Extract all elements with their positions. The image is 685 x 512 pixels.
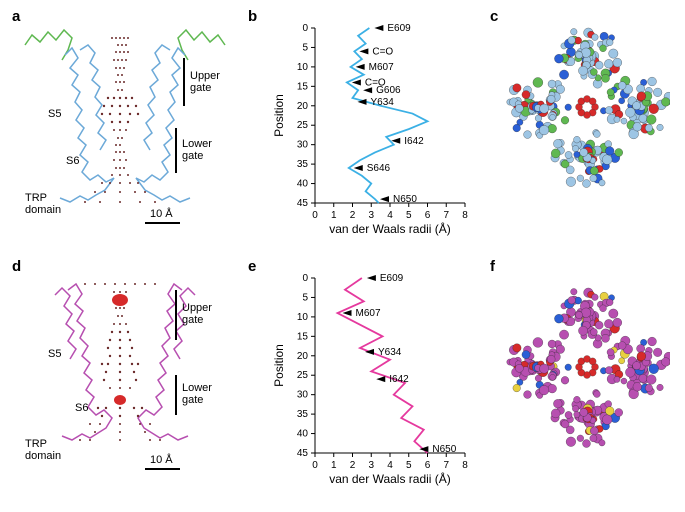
svg-text:6: 6 xyxy=(425,460,431,471)
svg-text:15: 15 xyxy=(297,331,309,342)
trp-label-d: TRP domain xyxy=(25,438,61,462)
svg-text:4: 4 xyxy=(387,210,393,221)
svg-text:10: 10 xyxy=(297,62,309,73)
upper-gate-bar-a xyxy=(183,58,185,106)
panel-f-spheres xyxy=(505,285,670,450)
scale-text-a: 10 Å xyxy=(150,208,173,220)
svg-text:20: 20 xyxy=(297,351,309,362)
panel-e-label: e xyxy=(248,258,256,275)
svg-text:van der Waals radii (Å): van der Waals radii (Å) xyxy=(329,471,451,486)
svg-text:40: 40 xyxy=(297,429,309,440)
svg-text:8: 8 xyxy=(462,460,468,471)
svg-text:6: 6 xyxy=(425,210,431,221)
svg-text:Y634: Y634 xyxy=(371,97,395,108)
svg-text:S646: S646 xyxy=(367,163,391,174)
svg-text:7: 7 xyxy=(443,460,449,471)
svg-text:E609: E609 xyxy=(387,23,411,34)
spheres-c-svg xyxy=(505,25,670,190)
lower-gate-label-a: Lower gate xyxy=(182,138,212,162)
svg-text:35: 35 xyxy=(297,159,309,170)
svg-text:G606: G606 xyxy=(376,85,401,96)
svg-text:30: 30 xyxy=(297,140,309,151)
scale-bar-a xyxy=(145,222,180,224)
svg-text:0: 0 xyxy=(302,23,308,34)
svg-text:Position: Position xyxy=(272,94,286,137)
svg-text:C=O: C=O xyxy=(372,46,393,57)
svg-text:3: 3 xyxy=(368,460,374,471)
svg-text:0: 0 xyxy=(312,460,318,471)
svg-text:5: 5 xyxy=(302,42,308,53)
chart-e: 012345678051015202530354045van der Waals… xyxy=(265,268,475,493)
svg-text:2: 2 xyxy=(350,460,356,471)
svg-text:1: 1 xyxy=(331,460,337,471)
trp-label-a: TRP domain xyxy=(25,192,61,216)
svg-text:5: 5 xyxy=(302,292,308,303)
svg-text:M607: M607 xyxy=(369,62,394,73)
svg-text:25: 25 xyxy=(297,370,309,381)
svg-text:5: 5 xyxy=(406,460,412,471)
svg-text:40: 40 xyxy=(297,179,309,190)
s5-label-a: S5 xyxy=(48,108,61,120)
svg-text:0: 0 xyxy=(312,210,318,221)
svg-text:0: 0 xyxy=(302,273,308,284)
lower-gate-bar-d xyxy=(175,375,177,415)
svg-text:1: 1 xyxy=(331,210,337,221)
svg-text:8: 8 xyxy=(462,210,468,221)
s5-label-d: S5 xyxy=(48,348,61,360)
panel-c-label: c xyxy=(490,8,498,25)
svg-text:15: 15 xyxy=(297,81,309,92)
svg-text:M607: M607 xyxy=(356,308,381,319)
svg-text:30: 30 xyxy=(297,390,309,401)
svg-text:20: 20 xyxy=(297,101,309,112)
panel-a-structure: S5 S6 TRP domain Upper gate Lower gate 1… xyxy=(20,20,230,240)
scale-bar-d xyxy=(145,468,180,470)
panel-c-spheres xyxy=(505,25,670,190)
svg-text:25: 25 xyxy=(297,120,309,131)
scale-text-d: 10 Å xyxy=(150,454,173,466)
svg-text:35: 35 xyxy=(297,409,309,420)
panel-b-label: b xyxy=(248,8,257,25)
svg-text:van der Waals radii (Å): van der Waals radii (Å) xyxy=(329,221,451,236)
s6-label-a: S6 xyxy=(66,155,79,167)
svg-text:45: 45 xyxy=(297,198,309,209)
svg-text:Y634: Y634 xyxy=(378,347,402,358)
svg-text:45: 45 xyxy=(297,448,309,459)
upper-gate-label-a: Upper gate xyxy=(190,70,220,94)
svg-text:2: 2 xyxy=(350,210,356,221)
svg-text:7: 7 xyxy=(443,210,449,221)
svg-text:E609: E609 xyxy=(380,273,404,284)
lower-gate-label-d: Lower gate xyxy=(182,382,212,406)
svg-text:10: 10 xyxy=(297,312,309,323)
svg-text:Position: Position xyxy=(272,344,286,387)
svg-text:N650: N650 xyxy=(393,194,417,205)
svg-text:3: 3 xyxy=(368,210,374,221)
chart-b: 012345678051015202530354045van der Waals… xyxy=(265,18,475,243)
panel-d-structure: S5 S6 TRP domain Upper gate Lower gate 1… xyxy=(20,270,230,490)
upper-gate-bar-d xyxy=(175,290,177,340)
svg-text:5: 5 xyxy=(406,210,412,221)
lower-gate-bar-a xyxy=(175,128,177,173)
svg-text:I642: I642 xyxy=(389,374,409,385)
svg-text:N650: N650 xyxy=(432,444,456,455)
spheres-f-svg xyxy=(505,285,670,450)
s6-label-d: S6 xyxy=(75,402,88,414)
upper-gate-label-d: Upper gate xyxy=(182,302,212,326)
panel-f-label: f xyxy=(490,258,495,275)
svg-text:4: 4 xyxy=(387,460,393,471)
svg-text:I642: I642 xyxy=(404,136,424,147)
